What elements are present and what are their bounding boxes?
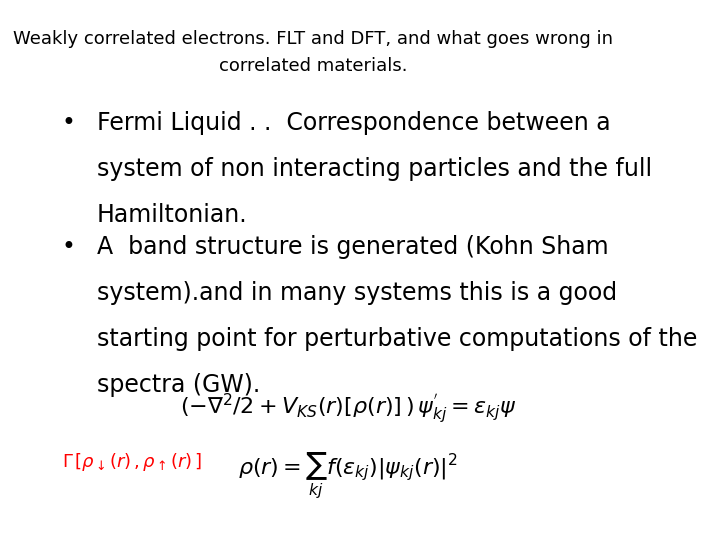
Text: correlated materials.: correlated materials. bbox=[219, 57, 408, 75]
Text: Hamiltonian.: Hamiltonian. bbox=[97, 202, 248, 226]
Text: system of non interacting particles and the full: system of non interacting particles and … bbox=[97, 157, 652, 180]
Text: A  band structure is generated (Kohn Sham: A band structure is generated (Kohn Sham bbox=[97, 235, 608, 259]
Text: Fermi Liquid . .  Correspondence between a: Fermi Liquid . . Correspondence between … bbox=[97, 111, 611, 134]
Text: •: • bbox=[62, 111, 76, 134]
Text: $\Gamma\,[\rho_{\downarrow}(r)\,,\rho_{\uparrow}(r)\,]$: $\Gamma\,[\rho_{\downarrow}(r)\,,\rho_{\… bbox=[62, 451, 202, 473]
Text: Weakly correlated electrons. FLT and DFT, and what goes wrong in: Weakly correlated electrons. FLT and DFT… bbox=[13, 30, 613, 48]
Text: •: • bbox=[62, 235, 76, 259]
Text: $\rho(r) = \sum_{kj} f(\varepsilon_{kj})|\psi_{kj}(r)|^2$: $\rho(r) = \sum_{kj} f(\varepsilon_{kj})… bbox=[238, 451, 458, 502]
Text: system).and in many systems this is a good: system).and in many systems this is a go… bbox=[97, 281, 617, 305]
Text: spectra (GW).: spectra (GW). bbox=[97, 373, 260, 396]
Text: starting point for perturbative computations of the: starting point for perturbative computat… bbox=[97, 327, 697, 350]
Text: $(-\nabla^2/2 + V_{KS}(r)[\rho(r)]\,)\,\psi^{'}_{kj} = \varepsilon_{kj}\psi$: $(-\nabla^2/2 + V_{KS}(r)[\rho(r)]\,)\,\… bbox=[180, 392, 516, 426]
